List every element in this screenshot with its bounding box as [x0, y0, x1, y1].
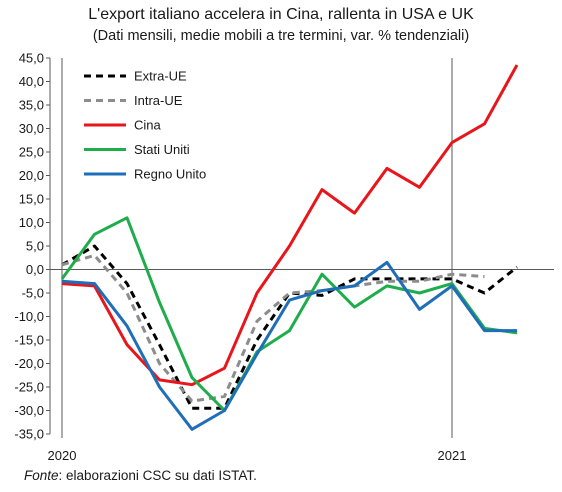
series-line-cina: [61, 64, 519, 387]
source-note: Fonte: elaborazioni CSC su dati ISTAT.: [24, 468, 257, 483]
x-tick-label: 2020: [48, 448, 77, 463]
chart-subtitle: (Dati mensili, medie mobili a tre termin…: [92, 28, 470, 44]
y-tick-label: 45,0: [19, 51, 44, 66]
y-tick-label: 30,0: [19, 121, 44, 136]
y-tick-label: -35,0: [14, 427, 44, 442]
y-tick-label: -5,0: [22, 286, 44, 301]
legend-label: Intra-UE: [134, 93, 183, 108]
series-line-regno-unito: [61, 260, 517, 431]
series-line-extra-ue: [61, 244, 518, 410]
legend-label: Extra-UE: [134, 69, 187, 84]
legend-label: Cina: [134, 118, 162, 133]
y-tick-label: -30,0: [14, 403, 44, 418]
series-line-stati-uniti: [60, 216, 518, 412]
y-tick-label: 25,0: [19, 145, 44, 160]
y-tick-label: -15,0: [14, 333, 44, 348]
y-tick-label: -25,0: [14, 380, 44, 395]
series-line-intra-ue: [61, 253, 485, 403]
y-tick-label: 15,0: [19, 192, 44, 207]
y-tick-label: -20,0: [14, 356, 44, 371]
y-tick-label: 0,0: [26, 262, 44, 277]
chart-title: L'export italiano accelera in Cina, rall…: [88, 6, 474, 23]
y-tick-label: 10,0: [19, 215, 44, 230]
legend-label: Stati Uniti: [134, 142, 190, 157]
x-tick-label: 2021: [438, 448, 467, 463]
source-label: Fonte: [24, 468, 59, 483]
source-text: : elaborazioni CSC su dati ISTAT.: [58, 468, 257, 483]
y-tick-label: -10,0: [14, 309, 44, 324]
y-tick-label: 40,0: [19, 74, 44, 89]
y-tick-label: 5,0: [26, 239, 44, 254]
y-tick-label: 20,0: [19, 168, 44, 183]
y-tick-label: 35,0: [19, 98, 44, 113]
legend-label: Regno Unito: [134, 167, 206, 182]
